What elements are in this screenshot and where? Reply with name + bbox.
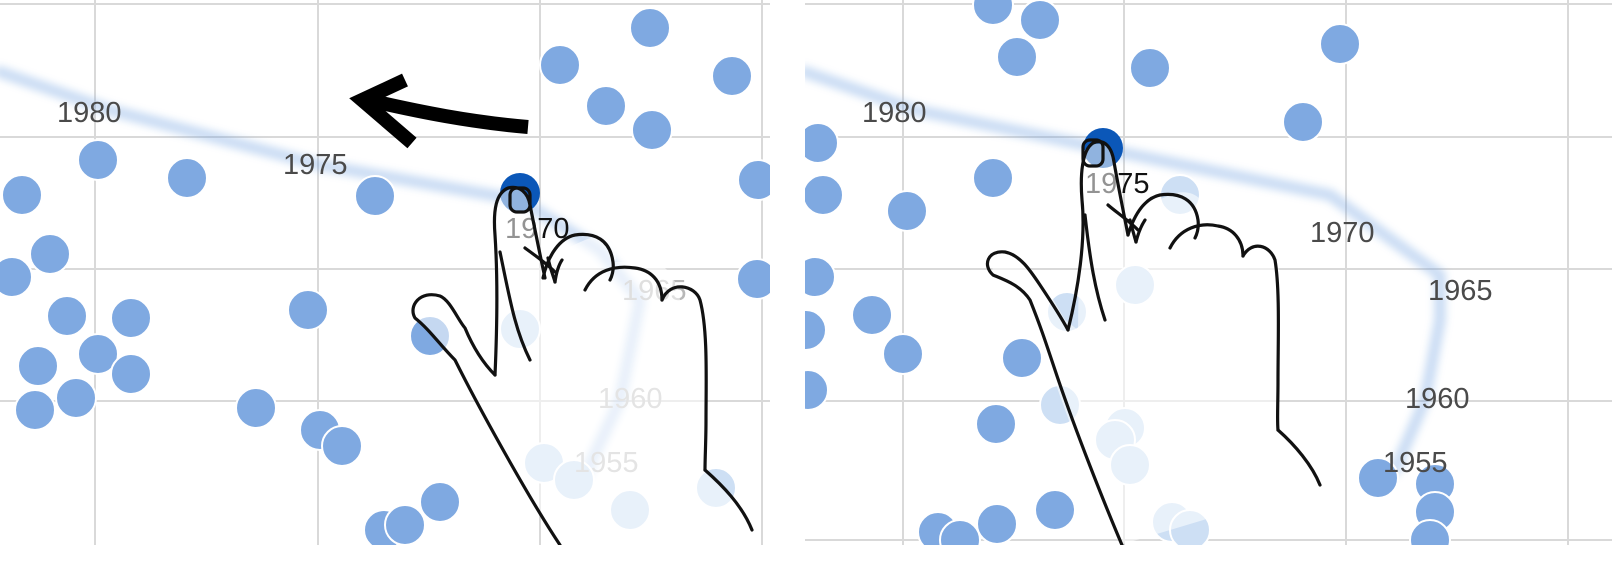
left-data-point-1[interactable] bbox=[629, 7, 671, 49]
left-data-point-5[interactable] bbox=[631, 109, 673, 151]
right-year-label-1970: 1970 bbox=[1310, 217, 1375, 249]
left-data-point-7[interactable] bbox=[166, 157, 208, 199]
left-data-point-4[interactable] bbox=[585, 85, 627, 127]
right-data-point-2[interactable] bbox=[1019, 0, 1061, 41]
left-panel[interactable]: 1980 1975 1970 1965 1960 1955 bbox=[0, 0, 778, 550]
left-data-point-13[interactable] bbox=[736, 258, 777, 300]
right-data-point-17[interactable] bbox=[882, 333, 924, 375]
left-data-point-16[interactable] bbox=[110, 297, 152, 339]
left-data-point-2[interactable] bbox=[539, 44, 581, 86]
left-grid bbox=[0, 0, 770, 545]
right-year-label-1955: 1955 bbox=[1383, 447, 1448, 479]
left-year-label-1975: 1975 bbox=[283, 149, 348, 181]
left-data-point-20[interactable] bbox=[17, 345, 59, 387]
left-data-point-15[interactable] bbox=[46, 295, 88, 337]
right-data-point-7[interactable] bbox=[798, 122, 839, 164]
right-data-point-16[interactable] bbox=[786, 309, 827, 351]
right-data-point-6[interactable] bbox=[1282, 101, 1324, 143]
right-data-point-3[interactable] bbox=[996, 36, 1038, 78]
right-year-label-1960: 1960 bbox=[1405, 383, 1470, 415]
right-data-point-21[interactable] bbox=[975, 403, 1017, 445]
left-data-point-33[interactable] bbox=[384, 504, 426, 545]
left-data-point-10[interactable] bbox=[737, 159, 778, 201]
left-data-point-6[interactable] bbox=[77, 139, 119, 181]
right-data-point-19[interactable] bbox=[788, 369, 829, 411]
right-data-point-18[interactable] bbox=[1001, 337, 1043, 379]
right-year-label-1965: 1965 bbox=[1428, 275, 1493, 307]
right-year-trail bbox=[805, 66, 1446, 476]
left-year-label-1980: 1980 bbox=[57, 97, 122, 129]
right-data-point-14[interactable] bbox=[851, 294, 893, 336]
right-data-point-12[interactable] bbox=[795, 256, 836, 298]
right-data-point-4[interactable] bbox=[1319, 23, 1361, 65]
left-data-point-11[interactable] bbox=[29, 233, 71, 275]
right-year-label-1980: 1980 bbox=[862, 97, 927, 129]
right-data-point-8[interactable] bbox=[972, 157, 1014, 199]
right-data-point-29[interactable] bbox=[976, 503, 1018, 545]
right-data-point-30[interactable] bbox=[1034, 489, 1076, 531]
right-data-point-9[interactable] bbox=[803, 174, 844, 216]
hand-pointer-icon bbox=[411, 185, 754, 545]
left-data-point-8[interactable] bbox=[1, 174, 43, 216]
right-data-point-11[interactable] bbox=[886, 190, 928, 232]
left-data-point-19[interactable] bbox=[77, 333, 119, 375]
arrow-left-icon bbox=[349, 73, 529, 149]
right-data-point-1[interactable] bbox=[972, 0, 1014, 26]
right-data-point-34[interactable] bbox=[1409, 519, 1451, 560]
left-data-point-23[interactable] bbox=[14, 389, 56, 431]
left-data-point-26[interactable] bbox=[321, 425, 363, 467]
left-data-point-9[interactable] bbox=[354, 175, 396, 217]
left-data-point-3[interactable] bbox=[711, 55, 753, 97]
hand-pointer-icon bbox=[985, 138, 1322, 545]
right-data-point-5[interactable] bbox=[1129, 47, 1171, 89]
right-panel[interactable]: 1980 1975 1970 1965 1960 1955 bbox=[786, 0, 1612, 560]
left-data-point-12[interactable] bbox=[0, 256, 33, 298]
right-data-point-25[interactable] bbox=[1357, 457, 1399, 499]
right-data-point-33[interactable] bbox=[939, 519, 981, 560]
left-data-point-30[interactable] bbox=[419, 481, 461, 523]
left-data-point-14[interactable] bbox=[287, 289, 329, 331]
left-data-point-21[interactable] bbox=[110, 353, 152, 395]
left-data-point-24[interactable] bbox=[235, 387, 277, 429]
left-data-point-22[interactable] bbox=[55, 377, 97, 419]
